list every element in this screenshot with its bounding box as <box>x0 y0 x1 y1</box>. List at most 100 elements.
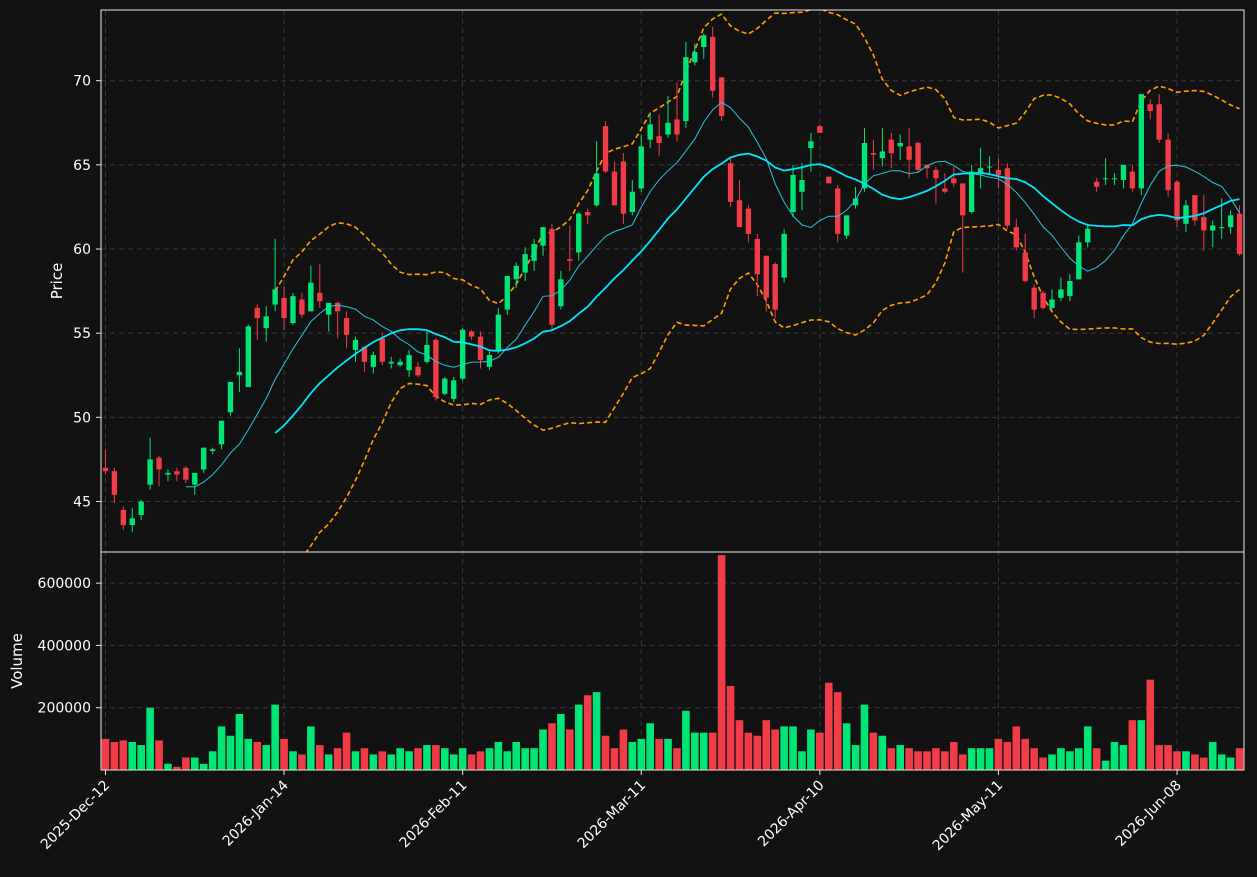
volume-bar <box>923 751 931 770</box>
volume-bar <box>708 732 717 770</box>
candle-body <box>888 139 894 154</box>
candle-body <box>1174 181 1180 221</box>
volume-bar <box>1155 745 1163 770</box>
volume-bar <box>137 745 145 770</box>
volume-bar <box>110 741 119 770</box>
candle-body <box>254 307 260 319</box>
bollinger-upper-line <box>274 10 1240 305</box>
candle-body <box>870 153 877 155</box>
volume-bar <box>1048 754 1056 770</box>
candle-body <box>459 329 466 379</box>
volume-bar <box>967 748 976 770</box>
candle-body <box>138 501 144 515</box>
volume-bar <box>842 723 851 770</box>
candle-body <box>334 302 341 312</box>
candle-body <box>781 233 787 278</box>
volume-bar <box>833 692 842 770</box>
volume-bar <box>637 738 646 770</box>
candle-body <box>763 255 769 298</box>
candle-body <box>1022 252 1028 281</box>
candle-body <box>174 471 180 475</box>
candle-body <box>281 297 287 319</box>
candle-body <box>504 275 510 310</box>
volume-bar <box>271 704 279 770</box>
candle-body <box>1129 171 1136 189</box>
volume-bar <box>414 748 422 770</box>
candle-body <box>156 457 162 470</box>
candle-body <box>924 164 930 169</box>
volume-bar <box>932 748 940 770</box>
volume-bar <box>405 751 413 770</box>
candle-body <box>513 265 519 280</box>
volume-bar <box>199 763 208 770</box>
candle-body <box>111 471 118 495</box>
candle-body <box>379 338 385 362</box>
volume-bar <box>119 740 128 770</box>
volume-bar <box>1164 745 1172 770</box>
candle-body <box>183 467 189 480</box>
volume-bar <box>262 745 270 770</box>
candle-body <box>861 142 868 189</box>
candle-body <box>531 243 537 261</box>
candle-body <box>1102 178 1109 180</box>
volume-bar <box>164 763 172 770</box>
volume-bar <box>244 738 253 770</box>
candle-body <box>558 279 564 307</box>
candle-body <box>1165 139 1171 191</box>
volume-bar <box>333 748 342 770</box>
volume-bar <box>351 751 360 770</box>
volume-bar <box>289 751 297 770</box>
candle-body <box>968 171 975 212</box>
volume-bar <box>503 751 512 770</box>
candle-body <box>227 381 234 413</box>
volume-bar <box>1208 741 1217 770</box>
volume-bar <box>1119 745 1128 770</box>
volume-bar <box>396 748 404 770</box>
volume-bar <box>1226 757 1235 770</box>
candle-body <box>1192 195 1198 221</box>
candle-body <box>665 122 671 135</box>
volume-bar <box>360 748 369 770</box>
candle-body <box>1067 281 1073 297</box>
candle-body <box>1111 178 1118 180</box>
candle-body <box>263 316 269 329</box>
volume-bar <box>226 735 235 770</box>
volume-tick-label: 400000 <box>38 638 91 654</box>
volume-bar <box>664 738 672 770</box>
candle-body <box>451 380 457 399</box>
candle-body <box>299 299 305 315</box>
candle-body <box>710 36 716 91</box>
candle-body <box>951 178 957 184</box>
candle-body <box>415 366 421 376</box>
volume-bar <box>521 748 529 770</box>
candle-body <box>1147 104 1153 111</box>
volume-bar <box>941 751 949 770</box>
candle-body <box>629 191 635 212</box>
volume-bar <box>726 685 735 770</box>
volume-bar <box>1092 748 1101 770</box>
volume-bar <box>432 745 440 770</box>
candle-body <box>1138 94 1144 189</box>
volume-bar <box>235 713 244 770</box>
volume-bar <box>494 741 503 770</box>
volume-bar <box>798 751 806 770</box>
volume-bar <box>1075 748 1083 770</box>
candle-body <box>620 161 627 214</box>
volume-tick-label: 600000 <box>38 576 91 592</box>
candle-body <box>1076 242 1082 280</box>
ma-slow-line <box>274 152 1240 434</box>
volume-bar <box>1146 679 1155 770</box>
volume-bar <box>315 745 324 770</box>
candle-body <box>843 215 850 236</box>
candle-body <box>656 136 662 143</box>
volume-bar <box>101 738 110 770</box>
volume-bar <box>905 748 913 770</box>
volume-bar <box>378 751 387 770</box>
volume-bar <box>146 707 154 770</box>
volume-bar <box>887 748 896 770</box>
volume-bar <box>190 757 199 770</box>
price-tick-label: 60 <box>73 242 91 258</box>
candle-body <box>986 166 993 168</box>
candle-body <box>549 228 555 325</box>
